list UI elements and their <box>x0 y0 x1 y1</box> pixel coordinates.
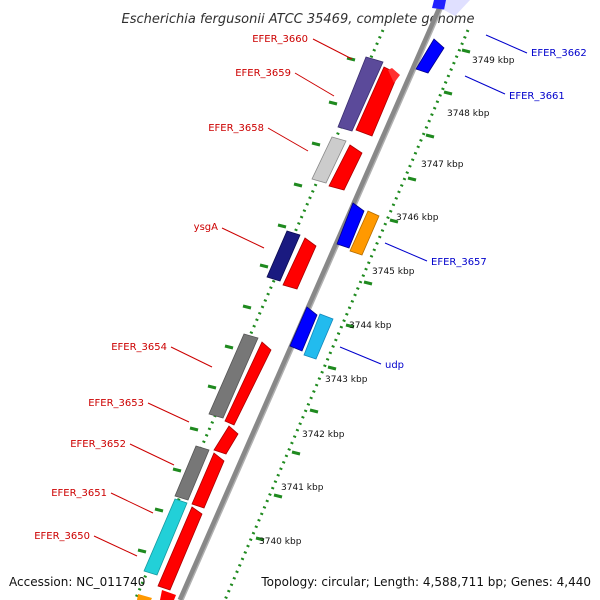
leader-line <box>267 127 309 152</box>
tick-mark <box>309 408 319 414</box>
label-efer-3650[interactable]: EFER_3650 <box>34 531 90 542</box>
gene-efer-3653[interactable] <box>213 425 239 455</box>
tick-mark <box>207 384 217 390</box>
gene-efer-3651[interactable] <box>143 498 188 576</box>
gene-udp[interactable] <box>303 313 334 360</box>
tick-mark <box>363 280 373 286</box>
tick-mark <box>425 133 435 139</box>
label-efer-3661[interactable]: EFER_3661 <box>509 91 565 102</box>
map-title: Escherichia fergusonii ATCC 35469, compl… <box>122 12 475 27</box>
gene-efer-3660[interactable] <box>337 56 384 132</box>
kbp-label-3744: 3744 kbp <box>349 321 392 331</box>
topology-text: Topology: circular; Length: 4,588,711 bp… <box>260 575 591 589</box>
kbp-label-3748: 3748 kbp <box>447 109 490 119</box>
gene-efer-3661[interactable] <box>415 38 445 74</box>
kbp-label-3749: 3749 kbp <box>472 56 515 66</box>
tick-mark <box>345 323 355 329</box>
inner-tick-track <box>223 29 470 600</box>
kbp-label-3747: 3747 kbp <box>421 160 464 170</box>
kbp-label-3746: 3746 kbp <box>396 213 439 223</box>
leader-line <box>384 242 428 262</box>
label-efer-3657[interactable]: EFER_3657 <box>431 257 487 268</box>
gene-orange-3657b[interactable] <box>349 210 380 256</box>
gene-efer-3657[interactable] <box>336 202 365 249</box>
label-efer-3651[interactable]: EFER_3651 <box>51 488 107 499</box>
gene-red-3654b[interactable] <box>224 341 272 426</box>
tick-mark <box>389 218 399 224</box>
backbone-highlight <box>182 0 447 600</box>
tick-mark <box>327 365 337 371</box>
tick-mark <box>293 182 303 188</box>
genome-backbone <box>177 0 446 600</box>
tick-mark <box>255 536 265 542</box>
label-efer-3659[interactable]: EFER_3659 <box>235 68 291 79</box>
gene-red-continuation <box>160 590 176 600</box>
label-efer-3662[interactable]: EFER_3662 <box>531 48 587 59</box>
leader-line <box>110 492 154 514</box>
label-efer-3652[interactable]: EFER_3652 <box>70 439 126 450</box>
tick-mark <box>407 176 417 182</box>
left-labels: EFER_3660 EFER_3659 EFER_3658 ysgA EFER_… <box>34 34 353 557</box>
gene-efer-3652[interactable] <box>174 445 210 501</box>
kbp-label-3743: 3743 kbp <box>325 375 368 385</box>
leader-line <box>221 227 265 249</box>
major-ticks-inner <box>255 48 471 542</box>
gene-efer-3662-light <box>444 0 470 16</box>
kbp-label-3741: 3741 kbp <box>281 483 324 493</box>
gene-red-ysga-b[interactable] <box>282 237 317 290</box>
leader-line <box>93 535 138 557</box>
tick-mark <box>242 304 252 310</box>
label-udp[interactable]: udp <box>385 360 404 371</box>
tick-mark <box>291 450 301 456</box>
kbp-label-3740: 3740 kbp <box>259 537 302 547</box>
gene-efer-3658[interactable] <box>311 136 347 184</box>
leader-line <box>294 72 335 97</box>
tick-mark <box>461 48 471 54</box>
label-efer-3653[interactable]: EFER_3653 <box>88 398 144 409</box>
tick-mark <box>154 507 164 513</box>
label-efer-3654[interactable]: EFER_3654 <box>111 342 167 353</box>
tick-mark <box>443 90 453 96</box>
gene-red-3652b[interactable] <box>191 452 225 509</box>
gene-arrow-tip <box>388 68 400 83</box>
inner-gene-blocks <box>289 0 470 360</box>
major-ticks-outer <box>137 56 356 554</box>
label-efer-3658[interactable]: EFER_3658 <box>208 123 264 134</box>
leader-line <box>312 38 353 60</box>
tick-mark <box>311 141 321 147</box>
tick-mark <box>224 344 234 350</box>
gene-ysga[interactable] <box>266 230 301 282</box>
leader-line <box>464 75 506 95</box>
gene-efer-3650[interactable] <box>157 506 203 591</box>
leader-line <box>339 346 382 365</box>
gene-red-3658b[interactable] <box>328 144 363 191</box>
gene-blue-udp-a[interactable] <box>289 306 318 352</box>
leader-line <box>147 402 190 423</box>
tick-mark <box>137 548 147 554</box>
leader-line <box>485 34 528 54</box>
tick-mark <box>172 467 182 473</box>
leader-line <box>170 346 213 368</box>
outer-gene-blocks <box>137 56 400 600</box>
gene-orange-edge <box>137 594 152 600</box>
kbp-labels: 3740 kbp 3741 kbp 3742 kbp 3743 kbp 3744… <box>259 56 515 547</box>
label-ysga[interactable]: ysgA <box>194 222 218 233</box>
tick-mark <box>259 263 269 269</box>
tick-mark <box>328 100 338 106</box>
kbp-label-3742: 3742 kbp <box>302 430 345 440</box>
tick-mark <box>189 426 199 432</box>
leader-line <box>129 443 175 466</box>
right-labels: EFER_3662 EFER_3661 EFER_3657 udp <box>339 34 587 371</box>
kbp-label-3745: 3745 kbp <box>372 267 415 277</box>
gene-efer-3654[interactable] <box>208 333 259 419</box>
accession-text: Accession: NC_011740 <box>9 575 145 589</box>
tick-mark <box>273 493 283 499</box>
label-efer-3660[interactable]: EFER_3660 <box>252 34 308 45</box>
tick-mark <box>277 223 287 229</box>
